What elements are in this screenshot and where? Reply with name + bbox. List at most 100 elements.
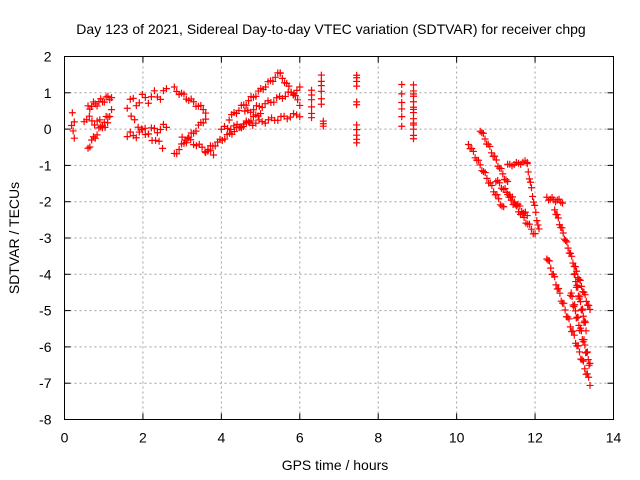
- data-point: [552, 281, 560, 289]
- data-point: [493, 191, 501, 199]
- grid-lines: [64, 56, 614, 420]
- data-point: [499, 170, 507, 178]
- x-tick-label: 12: [527, 430, 543, 446]
- data-point: [70, 118, 78, 126]
- data-point: [317, 71, 325, 79]
- data-point: [507, 196, 515, 204]
- data-point: [398, 105, 406, 113]
- data-point: [257, 110, 265, 118]
- data-point: [162, 123, 170, 131]
- data-point: [129, 94, 137, 102]
- data-point: [525, 175, 533, 183]
- data-point: [353, 82, 361, 90]
- data-point: [560, 299, 568, 307]
- data-point: [296, 101, 304, 109]
- data-point: [491, 152, 499, 160]
- data-point: [227, 125, 235, 133]
- data-point: [574, 292, 582, 300]
- data-point: [578, 306, 586, 314]
- data-point: [104, 119, 112, 127]
- data-point: [270, 98, 278, 106]
- data-point: [276, 69, 284, 77]
- data-point: [518, 210, 526, 218]
- data-point: [570, 331, 578, 339]
- data-point: [523, 160, 531, 168]
- data-point: [170, 83, 178, 91]
- data-point: [565, 315, 573, 323]
- data-point: [235, 107, 243, 115]
- data-point: [487, 149, 495, 157]
- data-point: [468, 144, 476, 152]
- data-point: [271, 73, 279, 81]
- data-point: [572, 278, 580, 286]
- data-point: [144, 99, 152, 107]
- data-point: [145, 130, 153, 138]
- data-point: [532, 208, 540, 216]
- data-point: [152, 136, 160, 144]
- data-point: [574, 283, 582, 291]
- data-point: [581, 341, 589, 349]
- data-point: [353, 139, 361, 147]
- data-point: [530, 198, 538, 206]
- data-point: [504, 178, 512, 186]
- data-point: [108, 94, 116, 102]
- y-axis-label: SDTVAR / TECUs: [6, 182, 22, 294]
- data-point: [127, 112, 135, 120]
- data-point: [198, 143, 206, 151]
- data-point: [204, 146, 212, 154]
- data-point: [480, 168, 488, 176]
- data-point: [544, 256, 552, 264]
- data-point: [192, 127, 200, 135]
- data-point: [91, 121, 99, 129]
- data-point: [555, 284, 563, 292]
- data-point: [150, 87, 158, 95]
- data-point: [123, 104, 131, 112]
- data-point: [586, 359, 594, 367]
- data-point: [568, 252, 576, 260]
- data-point: [551, 273, 559, 281]
- data-point: [398, 90, 406, 98]
- data-point: [527, 225, 535, 233]
- data-point: [252, 92, 260, 100]
- data-point: [123, 133, 131, 141]
- data-point: [533, 217, 541, 225]
- data-point: [221, 135, 229, 143]
- data-point: [296, 113, 304, 121]
- data-point: [501, 185, 509, 193]
- data-point: [579, 305, 587, 313]
- data-point: [70, 134, 78, 142]
- data-point: [294, 96, 302, 104]
- data-point: [586, 305, 594, 313]
- data-point: [469, 147, 477, 155]
- data-point: [498, 202, 506, 210]
- data-point: [566, 323, 574, 331]
- data-point: [258, 103, 266, 111]
- data-point: [159, 144, 167, 152]
- x-tick-label: 6: [296, 430, 304, 446]
- data-point: [481, 169, 489, 177]
- data-point: [559, 199, 567, 207]
- data-point: [190, 98, 198, 106]
- data-point: [464, 140, 472, 148]
- data-point: [500, 203, 508, 211]
- x-tick-label: 8: [374, 430, 382, 446]
- data-point: [554, 214, 562, 222]
- y-tick-label: -6: [39, 339, 52, 355]
- data-point: [502, 176, 510, 184]
- data-point: [569, 259, 577, 267]
- data-point: [225, 116, 233, 124]
- data-point: [531, 201, 539, 209]
- data-point: [559, 229, 567, 237]
- data-point: [308, 103, 316, 111]
- data-point: [492, 156, 500, 164]
- data-point: [202, 109, 210, 117]
- data-point: [398, 98, 406, 106]
- data-point: [286, 113, 294, 121]
- data-point: [308, 86, 316, 94]
- data-point: [585, 301, 593, 309]
- data-point: [147, 93, 155, 101]
- data-point: [156, 126, 164, 134]
- data-point: [245, 97, 253, 105]
- x-tick-label: 0: [61, 430, 69, 446]
- data-point: [571, 307, 579, 315]
